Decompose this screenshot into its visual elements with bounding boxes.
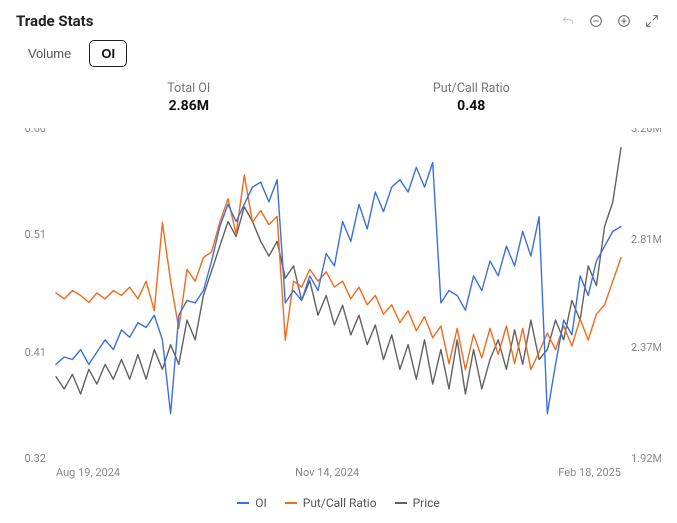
zoom-out-icon[interactable] xyxy=(587,12,605,30)
legend-swatch-price xyxy=(395,502,407,504)
stat-pc-ratio: Put/Call Ratio 0.48 xyxy=(433,81,510,114)
chart-svg: 0.60 0.51 0.41 0.32 3.26M 2.81M 2.37M 1.92M Aug … xyxy=(16,128,661,488)
svg-text:2.81M: 2.81M xyxy=(631,233,661,246)
undo-icon xyxy=(559,12,577,30)
legend-item-pc: Put/Call Ratio xyxy=(285,496,377,510)
header-icon-group xyxy=(559,12,661,30)
chart: 0.60 0.51 0.41 0.32 3.26M 2.81M 2.37M 1.92M Aug … xyxy=(16,128,661,488)
legend-swatch-oi xyxy=(237,502,249,504)
svg-text:2.37M: 2.37M xyxy=(631,341,661,354)
svg-text:0.51: 0.51 xyxy=(25,228,46,241)
page-title: Trade Stats xyxy=(16,12,93,30)
stat-total-oi-value: 2.86M xyxy=(167,98,210,114)
legend-label-pc: Put/Call Ratio xyxy=(303,496,377,510)
zoom-in-icon[interactable] xyxy=(615,12,633,30)
stat-pc-ratio-label: Put/Call Ratio xyxy=(433,81,510,96)
svg-text:3.26M: 3.26M xyxy=(631,128,661,135)
tabs: Volume OI xyxy=(16,40,661,67)
svg-text:1.92M: 1.92M xyxy=(631,452,661,465)
stat-pc-ratio-value: 0.48 xyxy=(433,98,510,114)
svg-text:0.32: 0.32 xyxy=(25,452,46,465)
svg-text:Aug 19, 2024: Aug 19, 2024 xyxy=(56,466,120,479)
stat-total-oi: Total OI 2.86M xyxy=(167,81,210,114)
tab-volume[interactable]: Volume xyxy=(16,40,83,67)
svg-text:0.60: 0.60 xyxy=(25,128,46,135)
legend-label-price: Price xyxy=(413,496,440,510)
expand-icon[interactable] xyxy=(643,12,661,30)
legend-item-oi: OI xyxy=(237,496,267,510)
svg-text:0.41: 0.41 xyxy=(25,346,46,359)
legend: OI Put/Call Ratio Price xyxy=(16,496,661,510)
svg-text:Nov 14, 2024: Nov 14, 2024 xyxy=(295,466,359,479)
stats-row: Total OI 2.86M Put/Call Ratio 0.48 xyxy=(56,81,621,114)
svg-text:Feb 18, 2025: Feb 18, 2025 xyxy=(558,466,621,479)
tab-oi[interactable]: OI xyxy=(89,40,127,67)
series-oi xyxy=(56,163,621,414)
legend-swatch-pc xyxy=(285,502,297,504)
legend-label-oi: OI xyxy=(255,496,267,510)
legend-item-price: Price xyxy=(395,496,440,510)
stat-total-oi-label: Total OI xyxy=(167,81,210,96)
series-pc xyxy=(56,175,621,370)
